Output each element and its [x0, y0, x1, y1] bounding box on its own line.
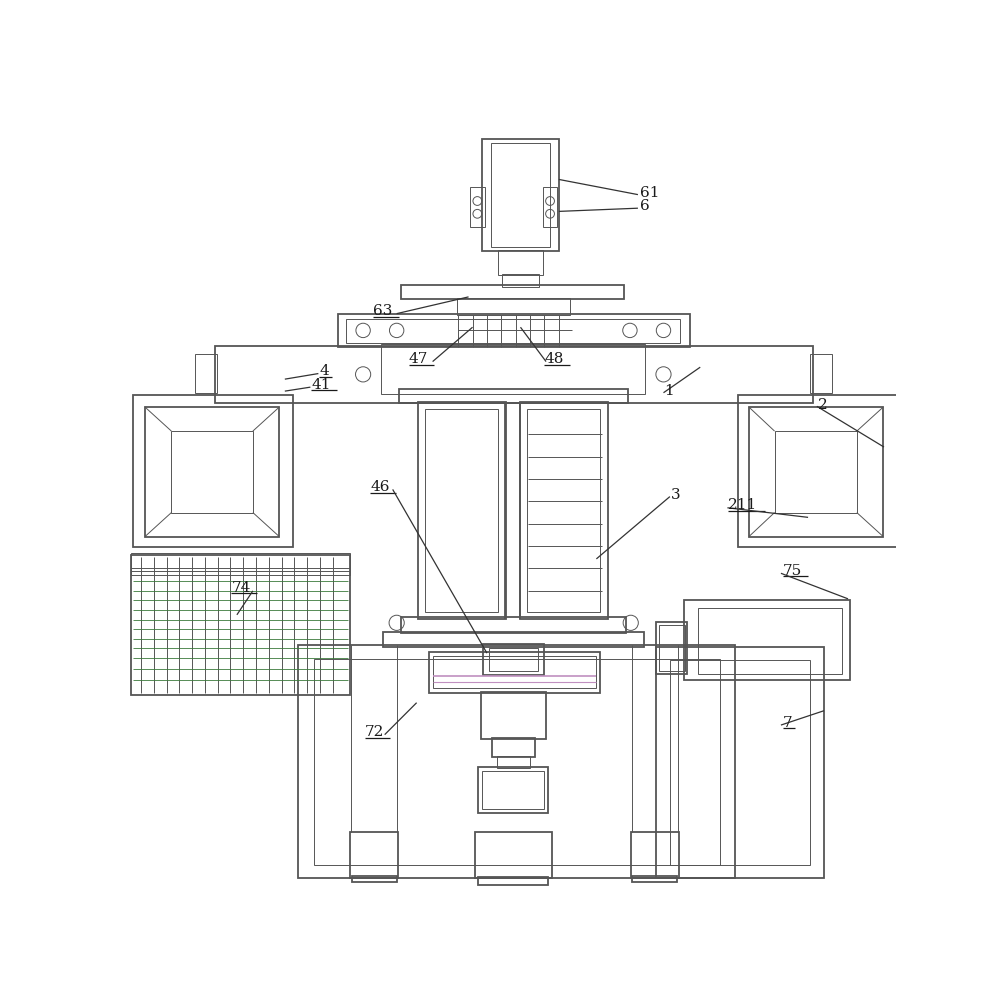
Bar: [131, 569, 350, 575]
Text: 63: 63: [373, 304, 393, 319]
Bar: [350, 832, 398, 878]
Bar: [425, 408, 498, 612]
Bar: [483, 644, 544, 674]
Bar: [429, 651, 600, 693]
Bar: [749, 407, 883, 537]
Text: 74: 74: [231, 581, 251, 595]
Bar: [399, 388, 628, 403]
Bar: [489, 648, 538, 670]
Text: 6: 6: [640, 199, 650, 213]
Text: 61: 61: [640, 186, 660, 200]
Bar: [775, 431, 857, 513]
Text: 2: 2: [818, 397, 827, 411]
Text: 72: 72: [365, 725, 384, 739]
Bar: [810, 355, 832, 392]
Text: 46: 46: [370, 480, 390, 494]
Bar: [670, 659, 810, 865]
Bar: [478, 876, 548, 884]
Bar: [383, 632, 644, 646]
Bar: [131, 555, 350, 695]
Bar: [684, 601, 850, 680]
Bar: [527, 408, 600, 612]
Bar: [656, 622, 687, 674]
Bar: [433, 656, 596, 688]
Bar: [470, 187, 485, 227]
Bar: [481, 691, 546, 739]
Text: 75: 75: [783, 564, 802, 578]
Bar: [498, 250, 543, 275]
Bar: [195, 355, 217, 392]
Bar: [145, 407, 279, 537]
Bar: [346, 320, 680, 344]
Bar: [475, 832, 552, 878]
Bar: [215, 346, 813, 403]
Text: 3: 3: [671, 488, 680, 502]
Text: 1: 1: [664, 384, 674, 398]
Bar: [133, 395, 293, 547]
Bar: [543, 187, 557, 227]
Bar: [631, 832, 679, 878]
Text: 4: 4: [319, 365, 329, 378]
Bar: [632, 876, 677, 882]
Text: 48: 48: [544, 353, 564, 367]
Bar: [502, 274, 539, 287]
Bar: [298, 645, 735, 878]
Bar: [381, 344, 645, 393]
Bar: [482, 771, 544, 809]
Bar: [171, 431, 253, 513]
Bar: [738, 395, 898, 547]
Bar: [401, 285, 624, 299]
Bar: [131, 554, 350, 571]
Bar: [659, 625, 685, 670]
Bar: [698, 609, 842, 674]
Bar: [457, 298, 570, 316]
Bar: [520, 401, 608, 619]
Bar: [418, 401, 506, 619]
Bar: [497, 756, 530, 768]
Bar: [656, 646, 824, 878]
Text: 47: 47: [409, 353, 428, 367]
Text: 7: 7: [783, 716, 792, 730]
Bar: [492, 738, 535, 757]
Bar: [491, 143, 550, 247]
Bar: [352, 876, 397, 882]
Bar: [401, 618, 626, 633]
Bar: [314, 658, 720, 865]
Text: 211: 211: [728, 498, 757, 512]
Text: 41: 41: [311, 377, 331, 391]
Bar: [482, 139, 559, 251]
Bar: [478, 767, 548, 813]
Bar: [338, 314, 690, 348]
